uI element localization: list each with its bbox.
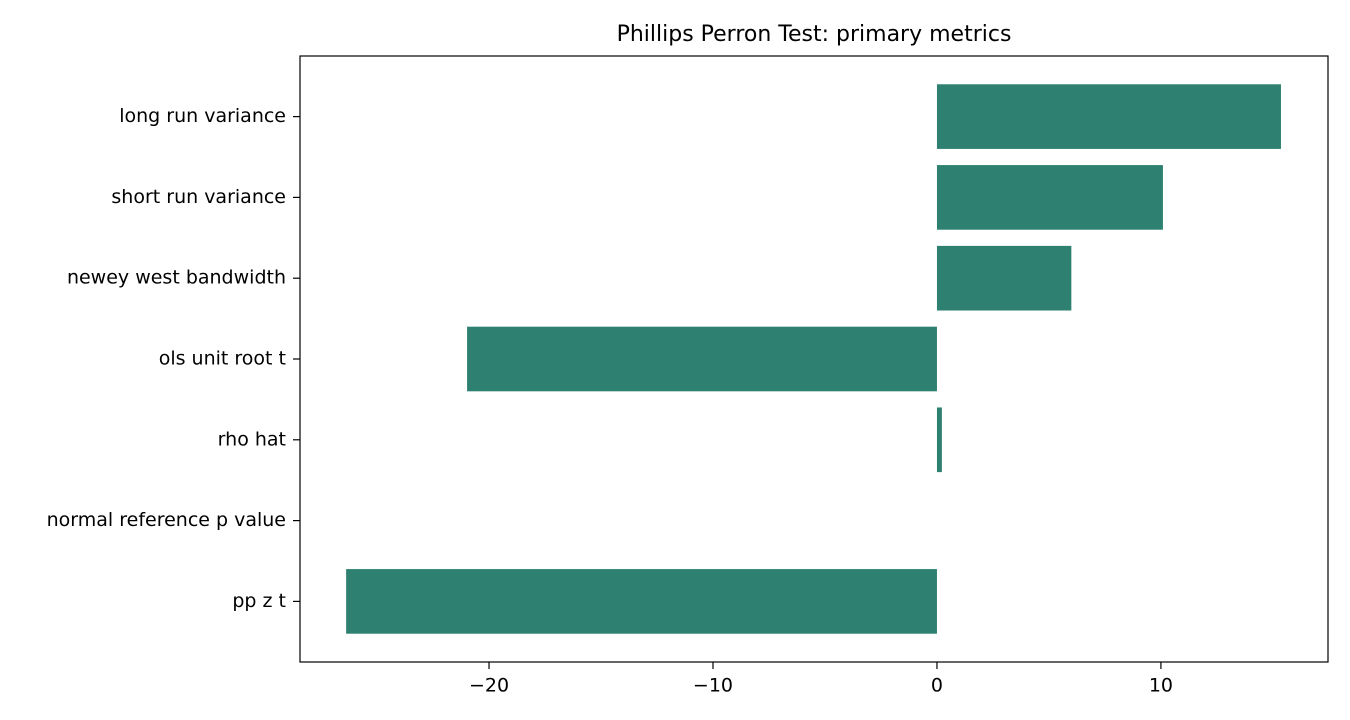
y-tick-label: newey west bandwidth [67,267,286,289]
y-tick-label: long run variance [119,105,286,127]
bar [467,326,937,392]
x-tick-label: 10 [1149,675,1173,697]
bar [936,84,1281,149]
bar [936,407,942,473]
y-tick-label: ols unit root t [159,348,286,370]
y-tick-label: pp z t [232,590,286,612]
x-tick-label: −10 [693,675,733,697]
x-tick-label: 0 [931,675,943,697]
x-tick-label: −20 [469,675,509,697]
chart-title: Phillips Perron Test: primary metrics [617,22,1012,47]
bar [936,245,1072,311]
y-tick-label: normal reference p value [47,509,286,531]
plot-frame [299,55,1329,663]
bar [936,165,1163,230]
y-tick-label: rho hat [218,428,286,450]
bar [346,569,937,634]
y-tick-label: short run variance [111,186,286,208]
